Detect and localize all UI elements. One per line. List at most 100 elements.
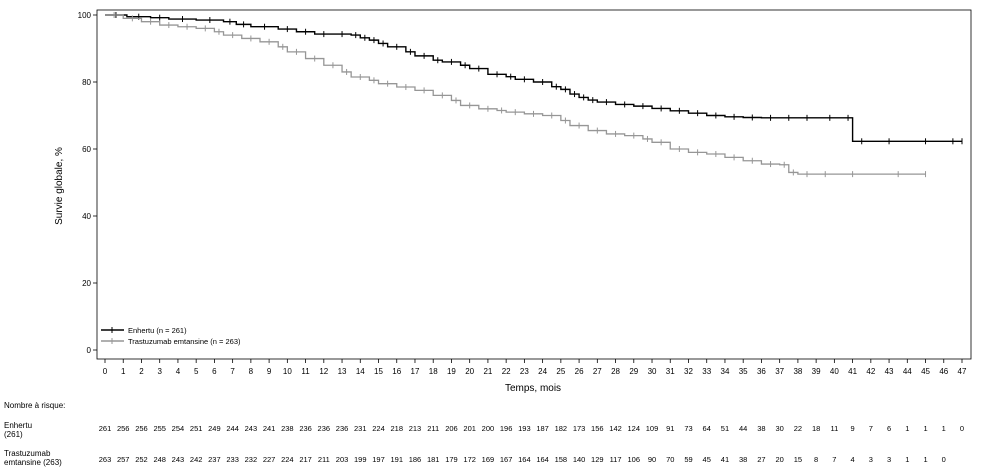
x-tick-label: 44 [903, 367, 912, 376]
risk-count: 1 [923, 455, 927, 464]
risk-count: 27 [757, 455, 765, 464]
x-tick-label: 34 [721, 367, 730, 376]
x-tick-label: 20 [465, 367, 474, 376]
risk-count: 193 [518, 424, 531, 433]
risk-count: 4 [851, 455, 855, 464]
y-axis-title: Survie globale, % [54, 147, 65, 225]
x-tick-label: 6 [212, 367, 217, 376]
risk-count: 7 [869, 424, 873, 433]
risk-count: 197 [372, 455, 385, 464]
risk-count: 1 [905, 424, 909, 433]
x-axis-title: Temps, mois [505, 383, 561, 394]
risk-count: 224 [372, 424, 385, 433]
risk-count: 243 [172, 455, 185, 464]
x-tick-label: 17 [411, 367, 420, 376]
x-tick-label: 16 [392, 367, 401, 376]
risk-count: 232 [245, 455, 258, 464]
x-tick-label: 33 [702, 367, 711, 376]
risk-count: 109 [646, 424, 659, 433]
risk-count: 233 [226, 455, 239, 464]
x-tick-label: 15 [374, 367, 383, 376]
x-tick-label: 23 [520, 367, 529, 376]
risk-count: 18 [812, 424, 820, 433]
risk-count: 217 [299, 455, 312, 464]
x-tick-label: 42 [866, 367, 875, 376]
series-line-trastuzumab-emtansine [105, 14, 926, 175]
risk-count: 3 [887, 455, 891, 464]
risk-count: 1 [905, 455, 909, 464]
x-tick-label: 45 [921, 367, 930, 376]
x-tick-label: 0 [103, 367, 108, 376]
risk-count: 73 [684, 424, 692, 433]
risk-count: 117 [610, 455, 622, 464]
risk-count: 1 [923, 424, 927, 433]
x-tick-label: 32 [684, 367, 693, 376]
risk-count: 6 [887, 424, 891, 433]
series-line-enhertu [105, 14, 962, 142]
risk-count: 231 [354, 424, 367, 433]
risk-count: 142 [609, 424, 622, 433]
risk-count: 7 [832, 455, 836, 464]
risk-row-label-tdm1: Trastuzumab emtansine (263) [4, 449, 62, 467]
risk-count: 51 [721, 424, 729, 433]
risk-count: 167 [500, 455, 513, 464]
risk-count: 90 [648, 455, 656, 464]
risk-count: 179 [445, 455, 458, 464]
x-tick-label: 38 [793, 367, 802, 376]
risk-count: 236 [299, 424, 312, 433]
risk-count: 254 [172, 424, 185, 433]
x-axis: 0 1 2 3 4 5 6 7 8 9 10 11 12 13 14 15 16 17 18 19 20 21 22 23 24… [103, 359, 967, 376]
risk-count: 257 [117, 455, 130, 464]
risk-table-numbers: 261 256 256 255 254 251 249 244 243 241 238 236 236 2… [99, 424, 964, 464]
x-tick-label: 11 [301, 367, 310, 376]
risk-count: 211 [427, 424, 439, 433]
x-tick-label: 4 [176, 367, 181, 376]
risk-count: 236 [318, 424, 331, 433]
risk-count: 158 [555, 455, 568, 464]
risk-count: 164 [518, 455, 531, 464]
risk-count: 187 [536, 424, 549, 433]
x-tick-label: 39 [812, 367, 821, 376]
risk-count: 64 [703, 424, 711, 433]
x-tick-label: 13 [338, 367, 347, 376]
x-tick-label: 21 [483, 367, 492, 376]
risk-count: 129 [591, 455, 604, 464]
x-tick-label: 37 [775, 367, 784, 376]
risk-count: 251 [190, 424, 203, 433]
y-tick-label: 0 [87, 346, 92, 355]
x-tick-label: 14 [356, 367, 365, 376]
x-tick-label: 5 [194, 367, 199, 376]
x-tick-label: 30 [648, 367, 657, 376]
risk-count: 242 [190, 455, 203, 464]
risk-table-title: Nombre à risque: [4, 401, 66, 410]
risk-count: 140 [573, 455, 586, 464]
risk-count: 173 [573, 424, 586, 433]
x-tick-label: 36 [757, 367, 766, 376]
x-tick-label: 25 [556, 367, 565, 376]
x-tick-label: 27 [593, 367, 602, 376]
risk-count: 201 [463, 424, 476, 433]
risk-count: 244 [226, 424, 239, 433]
risk-count: 91 [666, 424, 674, 433]
risk-count: 224 [281, 455, 294, 464]
x-tick-label: 29 [629, 367, 638, 376]
risk-count: 249 [208, 424, 221, 433]
risk-count: 8 [814, 455, 818, 464]
risk-count: 255 [153, 424, 166, 433]
risk-count: 186 [409, 455, 422, 464]
risk-count: 241 [263, 424, 276, 433]
risk-count: 199 [354, 455, 367, 464]
y-tick-label: 20 [82, 279, 91, 288]
x-tick-label: 9 [267, 367, 272, 376]
risk-count: 256 [117, 424, 130, 433]
x-tick-label: 47 [958, 367, 967, 376]
y-axis: 0 20 40 60 80 100 [78, 11, 97, 355]
x-tick-label: 2 [139, 367, 144, 376]
y-tick-label: 80 [82, 78, 91, 87]
risk-count: 59 [684, 455, 692, 464]
risk-count: 261 [99, 424, 112, 433]
risk-count: 182 [555, 424, 568, 433]
plot-frame [96, 9, 972, 360]
risk-count: 1 [942, 424, 946, 433]
